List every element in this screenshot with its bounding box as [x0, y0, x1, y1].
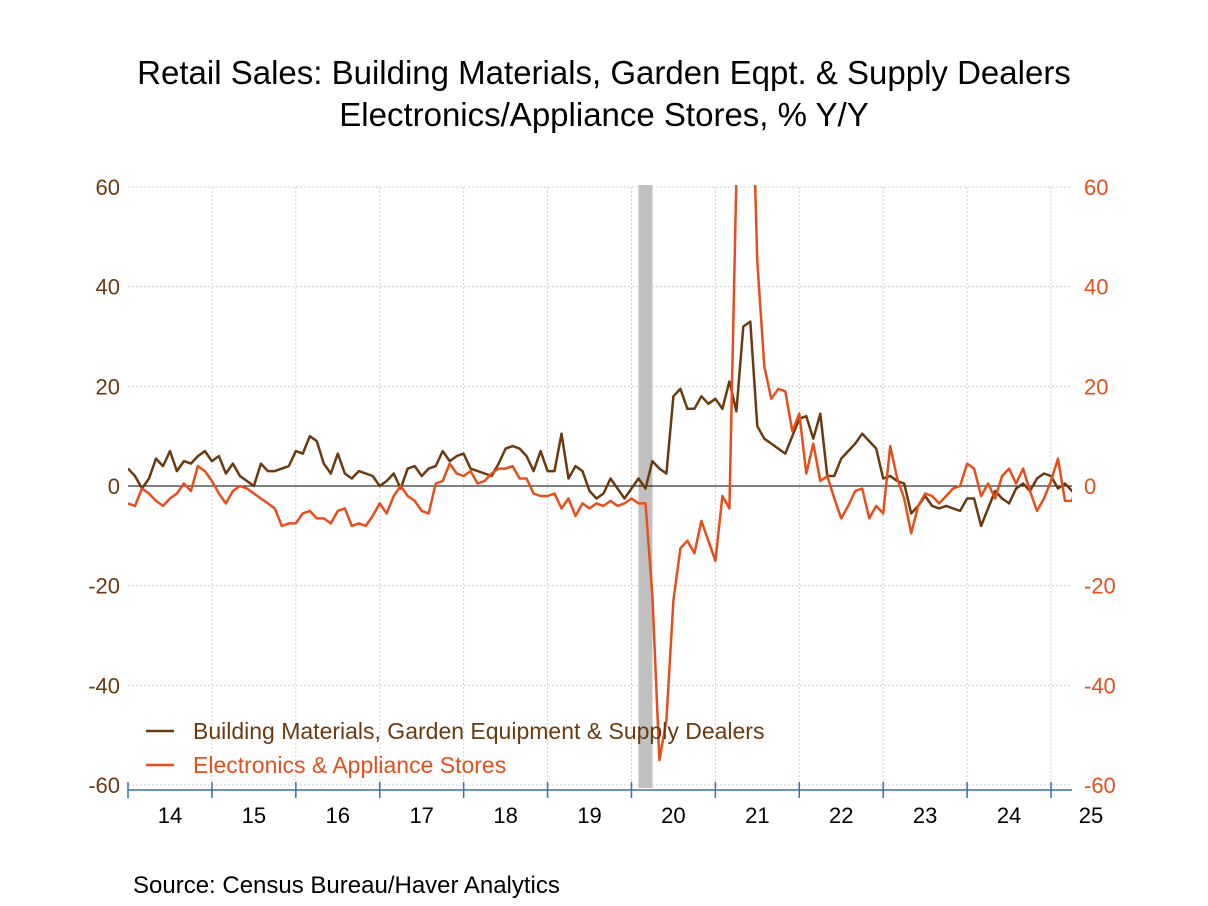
left-y-tick-label: 20	[96, 374, 120, 399]
right-y-tick-label: 40	[1084, 275, 1108, 300]
right-y-tick-label: 60	[1084, 175, 1108, 200]
left-y-tick-label: 0	[108, 474, 120, 499]
x-tick-label: 24	[997, 803, 1021, 828]
legend-label: Electronics & Appliance Stores	[193, 752, 506, 778]
right-y-tick-label: -20	[1084, 574, 1116, 599]
x-tick-label: 20	[661, 803, 685, 828]
x-tick-label: 16	[326, 803, 350, 828]
x-tick-label: 19	[577, 803, 601, 828]
x-tick-label: 21	[745, 803, 769, 828]
x-tick-label: 14	[158, 803, 182, 828]
right-y-tick-label: -60	[1084, 773, 1116, 798]
axes	[127, 485, 1072, 798]
left-y-tick-label: -40	[88, 673, 120, 698]
x-tick-label: 17	[409, 803, 433, 828]
legend-label: Building Materials, Garden Equipment & S…	[193, 718, 764, 744]
series-line	[128, 320, 1072, 528]
x-tick-label: 25	[1079, 803, 1103, 828]
left-y-tick-label: -20	[88, 574, 120, 599]
series-line	[128, 185, 1072, 762]
left-y-tick-label: 40	[96, 275, 120, 300]
chart-title: Retail Sales: Building Materials, Garden…	[0, 52, 1208, 136]
gridlines	[128, 186, 1072, 786]
left-y-tick-label: 60	[96, 175, 120, 200]
y-axis-ticks: 60 40 20 0 -20 -40 -60 60 40 20 0 -20 -40 -60	[88, 175, 1116, 798]
series-lines	[128, 185, 1072, 762]
right-y-tick-label: 0	[1084, 474, 1096, 499]
left-y-tick-label: -60	[88, 773, 120, 798]
x-axis-ticks: 14 15 16 17 18 19 20 21 22 23 24 25	[158, 803, 1104, 828]
source-note: Source: Census Bureau/Haver Analytics	[133, 872, 560, 899]
x-tick-label: 22	[829, 803, 853, 828]
x-tick-label: 23	[913, 803, 937, 828]
x-tick-label: 15	[242, 803, 266, 828]
legend: Building Materials, Garden Equipment & S…	[146, 718, 764, 778]
chart-title-line2: Electronics/Appliance Stores, % Y/Y	[339, 96, 869, 133]
right-y-tick-label: -40	[1084, 673, 1116, 698]
x-tick-label: 18	[493, 803, 517, 828]
chart-title-line1: Retail Sales: Building Materials, Garden…	[137, 54, 1071, 91]
right-y-tick-label: 20	[1084, 374, 1108, 399]
